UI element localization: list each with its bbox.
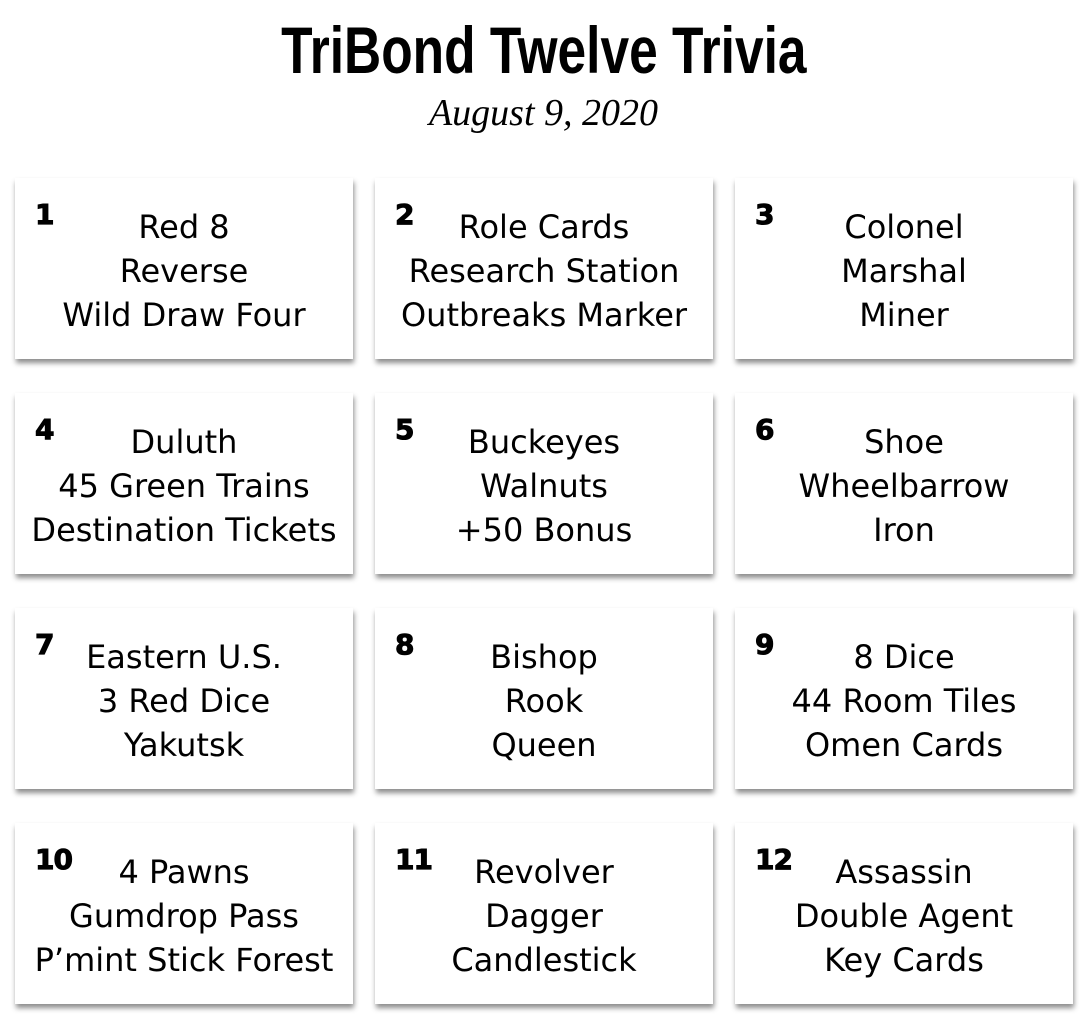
- clue: Dagger: [485, 897, 603, 935]
- card-clues: Red 8 Reverse Wild Draw Four: [15, 205, 353, 337]
- clue: Wild Draw Four: [62, 296, 306, 334]
- clue: +50 Bonus: [455, 511, 633, 549]
- card-number: 11: [395, 843, 434, 876]
- card-number: 4: [34, 413, 55, 446]
- clue: Reverse: [119, 252, 249, 290]
- clue: 45 Green Trains: [58, 467, 310, 505]
- card-number: 7: [34, 628, 55, 661]
- card-number: 12: [755, 843, 794, 876]
- clue: Duluth: [130, 423, 238, 461]
- card-number: 3: [754, 198, 775, 231]
- card-number: 10: [35, 843, 74, 876]
- card-number: 5: [394, 413, 415, 446]
- clue: Wheelbarrow: [798, 467, 1010, 505]
- clue: Outbreaks Marker: [400, 296, 688, 334]
- trivia-card-8: 8 Bishop Rook Queen: [375, 608, 713, 789]
- card-clues: Bishop Rook Queen: [375, 635, 713, 767]
- clue: Marshal: [841, 252, 967, 290]
- trivia-card-5: 5 Buckeyes Walnuts +50 Bonus: [375, 393, 713, 574]
- trivia-card-1: 1 Red 8 Reverse Wild Draw Four: [15, 178, 353, 359]
- page-date: August 9, 2020: [428, 92, 659, 134]
- clue: Red 8: [138, 208, 230, 246]
- clue: P’mint Stick Forest: [34, 941, 334, 979]
- trivia-card-4: 4 Duluth 45 Green Trains Destination Ticket…: [15, 393, 353, 574]
- clue: Gumdrop Pass: [69, 897, 299, 935]
- clue: Queen: [491, 726, 597, 764]
- trivia-card-10: 10 4 Pawns Gumdrop Pass P’mint Stick Forest: [15, 823, 353, 1004]
- card-clues: Eastern U.S. 3 Red Dice Yakutsk: [15, 635, 353, 767]
- card-clues: Role Cards Research Station Outbreaks Mark…: [375, 205, 713, 337]
- clue: Key Cards: [824, 941, 984, 979]
- card-clues: Duluth 45 Green Trains Destination Tickets: [15, 420, 353, 552]
- trivia-card-6: 6 Shoe Wheelbarrow Iron: [735, 393, 1073, 574]
- clue: Yakutsk: [123, 726, 245, 764]
- page-title: TriBond Twelve Trivia: [280, 13, 807, 87]
- card-number: 2: [394, 198, 415, 231]
- clue: Revolver: [474, 853, 614, 891]
- clue: Destination Tickets: [31, 511, 337, 549]
- card-clues: Shoe Wheelbarrow Iron: [735, 420, 1073, 552]
- trivia-card-12: 12 Assassin Double Agent Key Cards: [735, 823, 1073, 1004]
- clue: Assassin: [835, 853, 973, 891]
- trivia-card-9: 9 8 Dice 44 Room Tiles Omen Cards: [735, 608, 1073, 789]
- card-clues: Colonel Marshal Miner: [735, 205, 1073, 337]
- card-clues: Revolver Dagger Candlestick: [375, 850, 713, 982]
- trivia-card-7: 7 Eastern U.S. 3 Red Dice Yakutsk: [15, 608, 353, 789]
- trivia-card-3: 3 Colonel Marshal Miner: [735, 178, 1073, 359]
- trivia-card-2: 2 Role Cards Research Station Outbreaks Mar…: [375, 178, 713, 359]
- clue: 44 Room Tiles: [791, 682, 1017, 720]
- clue: Candlestick: [451, 941, 637, 979]
- card-number: 1: [34, 198, 55, 231]
- clue: Research Station: [408, 252, 680, 290]
- clue: Eastern U.S.: [86, 638, 282, 676]
- card-number: 8: [394, 628, 415, 661]
- clue: Walnuts: [480, 467, 608, 505]
- clue: 3 Red Dice: [97, 682, 271, 720]
- clue: Omen Cards: [804, 726, 1004, 764]
- clue: Colonel: [844, 208, 964, 246]
- card-clues: 8 Dice 44 Room Tiles Omen Cards: [735, 635, 1073, 767]
- clue: Rook: [504, 682, 584, 720]
- card-number: 6: [754, 413, 775, 446]
- clue: Buckeyes: [467, 423, 621, 461]
- card-clues: Buckeyes Walnuts +50 Bonus: [375, 420, 713, 552]
- card-clues: Assassin Double Agent Key Cards: [735, 850, 1073, 982]
- clue: Shoe: [864, 423, 944, 461]
- clue: Double Agent: [794, 897, 1014, 935]
- clue: 8 Dice: [853, 638, 955, 676]
- clue: Iron: [873, 511, 935, 549]
- clue: Bishop: [490, 638, 598, 676]
- clue: Role Cards: [458, 208, 630, 246]
- trivia-card-11: 11 Revolver Dagger Candlestick: [375, 823, 713, 1004]
- clue: Miner: [859, 296, 949, 334]
- card-clues: 4 Pawns Gumdrop Pass P’mint Stick Forest: [15, 850, 353, 982]
- card-number: 9: [754, 628, 775, 661]
- clue: 4 Pawns: [118, 853, 250, 891]
